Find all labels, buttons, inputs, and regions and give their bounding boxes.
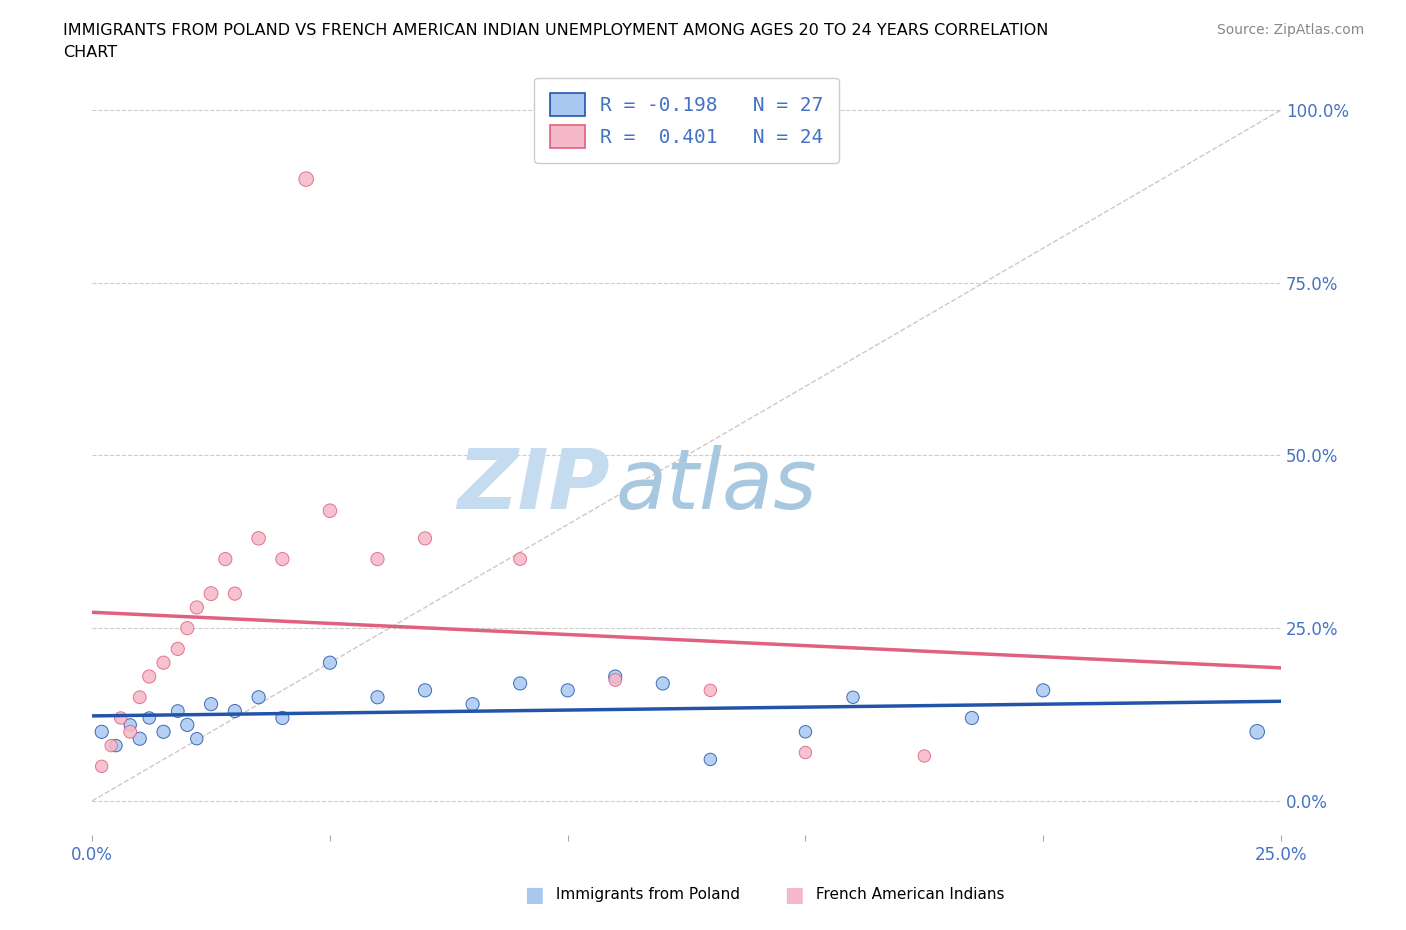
Point bbox=[200, 586, 222, 601]
Point bbox=[1032, 683, 1054, 698]
Point bbox=[557, 683, 579, 698]
Legend: R = -0.198   N = 27, R =  0.401   N = 24: R = -0.198 N = 27, R = 0.401 N = 24 bbox=[534, 77, 839, 164]
Point bbox=[1246, 724, 1268, 739]
Point bbox=[138, 711, 160, 725]
Point bbox=[319, 656, 342, 671]
Text: French American Indians: French American Indians bbox=[811, 887, 1005, 902]
Point bbox=[247, 531, 270, 546]
Point bbox=[120, 724, 142, 739]
Point bbox=[842, 690, 865, 705]
Point bbox=[128, 690, 150, 705]
Point bbox=[960, 711, 983, 725]
Point bbox=[120, 717, 142, 732]
Point bbox=[699, 683, 721, 698]
Point bbox=[166, 642, 188, 657]
Point bbox=[295, 172, 318, 187]
Point bbox=[699, 752, 721, 767]
Text: Immigrants from Poland: Immigrants from Poland bbox=[551, 887, 740, 902]
Point bbox=[100, 738, 122, 753]
Point bbox=[912, 749, 935, 764]
Point bbox=[176, 717, 198, 732]
Point bbox=[605, 669, 627, 684]
Point bbox=[104, 738, 127, 753]
Point bbox=[186, 600, 208, 615]
Text: ■: ■ bbox=[524, 884, 544, 905]
Text: Source: ZipAtlas.com: Source: ZipAtlas.com bbox=[1216, 23, 1364, 37]
Point bbox=[214, 551, 236, 566]
Point bbox=[509, 551, 531, 566]
Point bbox=[461, 697, 484, 711]
Point bbox=[186, 731, 208, 746]
Text: ZIP: ZIP bbox=[457, 445, 609, 526]
Point bbox=[224, 586, 246, 601]
Point bbox=[110, 711, 132, 725]
Point bbox=[90, 724, 112, 739]
Point bbox=[90, 759, 112, 774]
Point bbox=[366, 551, 388, 566]
Point bbox=[200, 697, 222, 711]
Point bbox=[794, 745, 817, 760]
Text: ■: ■ bbox=[785, 884, 804, 905]
Point bbox=[319, 503, 342, 518]
Text: atlas: atlas bbox=[616, 445, 817, 526]
Point bbox=[271, 711, 294, 725]
Point bbox=[166, 704, 188, 719]
Point bbox=[605, 672, 627, 687]
Point bbox=[247, 690, 270, 705]
Text: IMMIGRANTS FROM POLAND VS FRENCH AMERICAN INDIAN UNEMPLOYMENT AMONG AGES 20 TO 2: IMMIGRANTS FROM POLAND VS FRENCH AMERICA… bbox=[63, 23, 1049, 38]
Text: CHART: CHART bbox=[63, 45, 117, 60]
Point bbox=[509, 676, 531, 691]
Point bbox=[138, 669, 160, 684]
Point bbox=[128, 731, 150, 746]
Point bbox=[224, 704, 246, 719]
Point bbox=[152, 656, 174, 671]
Point bbox=[413, 531, 436, 546]
Point bbox=[366, 690, 388, 705]
Point bbox=[176, 620, 198, 635]
Point bbox=[413, 683, 436, 698]
Point bbox=[651, 676, 673, 691]
Point bbox=[152, 724, 174, 739]
Point bbox=[794, 724, 817, 739]
Point bbox=[271, 551, 294, 566]
